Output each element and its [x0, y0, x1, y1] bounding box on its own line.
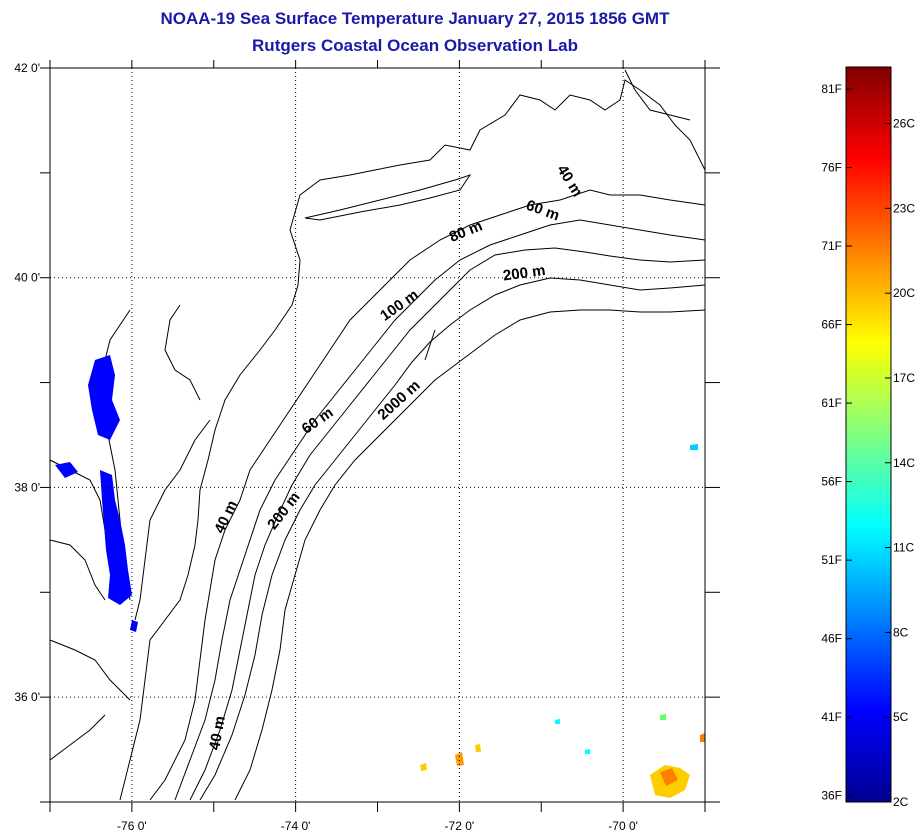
map-title: NOAA-19 Sea Surface Temperature January …: [160, 9, 670, 28]
colorbar-c-label: 14C: [893, 456, 915, 470]
lon-tick-label: -76 0': [117, 819, 147, 832]
colorbar-f-label: 71F: [821, 239, 842, 253]
contour-label: 40 m: [211, 498, 241, 536]
colorbar-c-label: 2C: [893, 795, 909, 809]
lon-tick-label: -72 0': [445, 819, 475, 832]
lat-tick-label: 40 0': [14, 271, 40, 285]
contour-label: 60 m: [299, 404, 337, 438]
colorbar-c-label: 23C: [893, 201, 915, 215]
colorbar-f-label: 81F: [821, 82, 842, 96]
contour-label: 80 m: [447, 217, 485, 246]
map-frame: [49, 67, 706, 803]
colorbar-f-label: 46F: [821, 632, 842, 646]
colorbar-f-label: 56F: [821, 475, 842, 489]
axis-ticks: -76 0' -74 0' -72 0' -70 0' 42 0' 40 0' 38 0' 3…: [14, 60, 720, 832]
lon-tick-label: -74 0': [281, 819, 311, 832]
colorbar-c-label: 11C: [893, 541, 914, 555]
bay-sst-pixels: [55, 355, 138, 632]
lat-tick-label: 36 0': [14, 690, 40, 704]
colorbar-c-label: 26C: [893, 117, 915, 131]
colorbar-f-label: 61F: [821, 396, 842, 410]
colorbar-c-label: 5C: [893, 710, 909, 724]
contour-label: 100 m: [377, 286, 422, 324]
colorbar-c-label: 17C: [893, 371, 915, 385]
lon-tick-label: -70 0': [608, 819, 638, 832]
lat-tick-label: 38 0': [14, 480, 40, 494]
map-subtitle: Rutgers Coastal Ocean Observation Lab: [252, 36, 578, 55]
colorbar-f-label: 76F: [821, 161, 842, 175]
colorbar-f-label: 36F: [821, 789, 842, 803]
contour-label: 40 m: [553, 162, 586, 200]
colorbar-labels: 2C 5C 8C 11C 14C 17C 20C 23C 26C 36F 41F 46F 51F 56F 6…: [821, 82, 915, 809]
colorbar-c-label: 8C: [893, 625, 909, 639]
colorbar-f-label: 51F: [821, 553, 842, 567]
lat-tick-label: 42 0': [14, 61, 40, 75]
bathymetry-contours: [149, 189, 706, 801]
colorbar-c-label: 20C: [893, 286, 915, 300]
colorbar-f-label: 41F: [821, 710, 842, 724]
graticule: [50, 67, 705, 802]
contour-label: 200 m: [264, 489, 304, 533]
contour-label: 40 m: [206, 715, 229, 752]
colorbar: [845, 66, 892, 803]
colorbar-f-label: 66F: [821, 318, 842, 332]
coastline: [49, 69, 706, 801]
contour-label: 200 m: [502, 262, 546, 285]
offshore-sst-pixels: [420, 444, 705, 798]
